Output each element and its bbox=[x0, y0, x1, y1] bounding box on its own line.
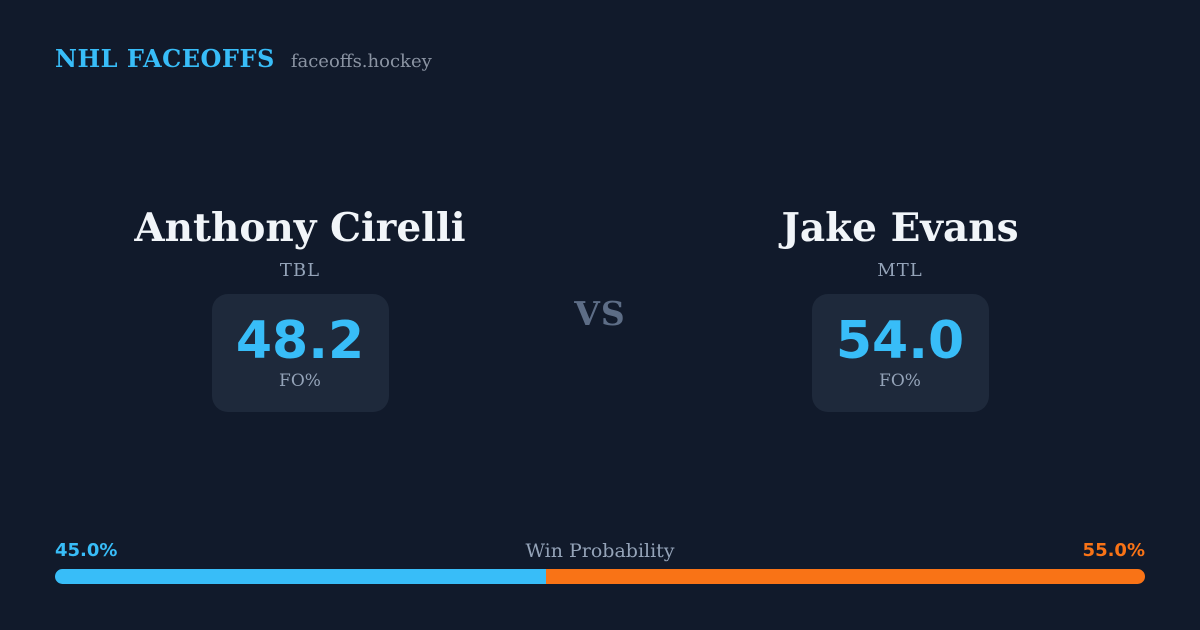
player-left-stat-label: FO% bbox=[279, 370, 321, 391]
win-probability-bar bbox=[55, 569, 1145, 584]
vs-label: VS bbox=[574, 294, 626, 333]
brand-title: NHL FACEOFFS bbox=[55, 44, 275, 73]
player-left: Anthony Cirelli TBL 48.2 FO% bbox=[0, 207, 600, 412]
win-probability-title: Win Probability bbox=[525, 540, 675, 562]
win-probability-labels: 45.0% Win Probability 55.0% bbox=[55, 540, 1145, 562]
site-domain: faceoffs.hockey bbox=[290, 51, 432, 72]
win-probability-bar-left-segment bbox=[55, 569, 546, 584]
win-probability-left-pct: 45.0% bbox=[55, 540, 118, 561]
player-right: Jake Evans MTL 54.0 FO% bbox=[600, 207, 1200, 412]
player-left-team: TBL bbox=[279, 259, 321, 281]
player-right-team: MTL bbox=[877, 259, 923, 281]
player-right-stat-value: 54.0 bbox=[835, 310, 965, 371]
player-right-stat-box: 54.0 FO% bbox=[811, 293, 989, 412]
player-right-stat-label: FO% bbox=[879, 370, 921, 391]
win-probability-bar-right-segment bbox=[545, 569, 1145, 584]
player-right-name: Jake Evans bbox=[781, 205, 1019, 251]
player-left-stat-value: 48.2 bbox=[235, 310, 365, 371]
player-left-name: Anthony Cirelli bbox=[134, 205, 466, 251]
player-left-stat-box: 48.2 FO% bbox=[211, 293, 389, 412]
win-probability-right-pct: 55.0% bbox=[1082, 540, 1145, 561]
header: NHL FACEOFFS faceoffs.hockey bbox=[55, 44, 432, 73]
